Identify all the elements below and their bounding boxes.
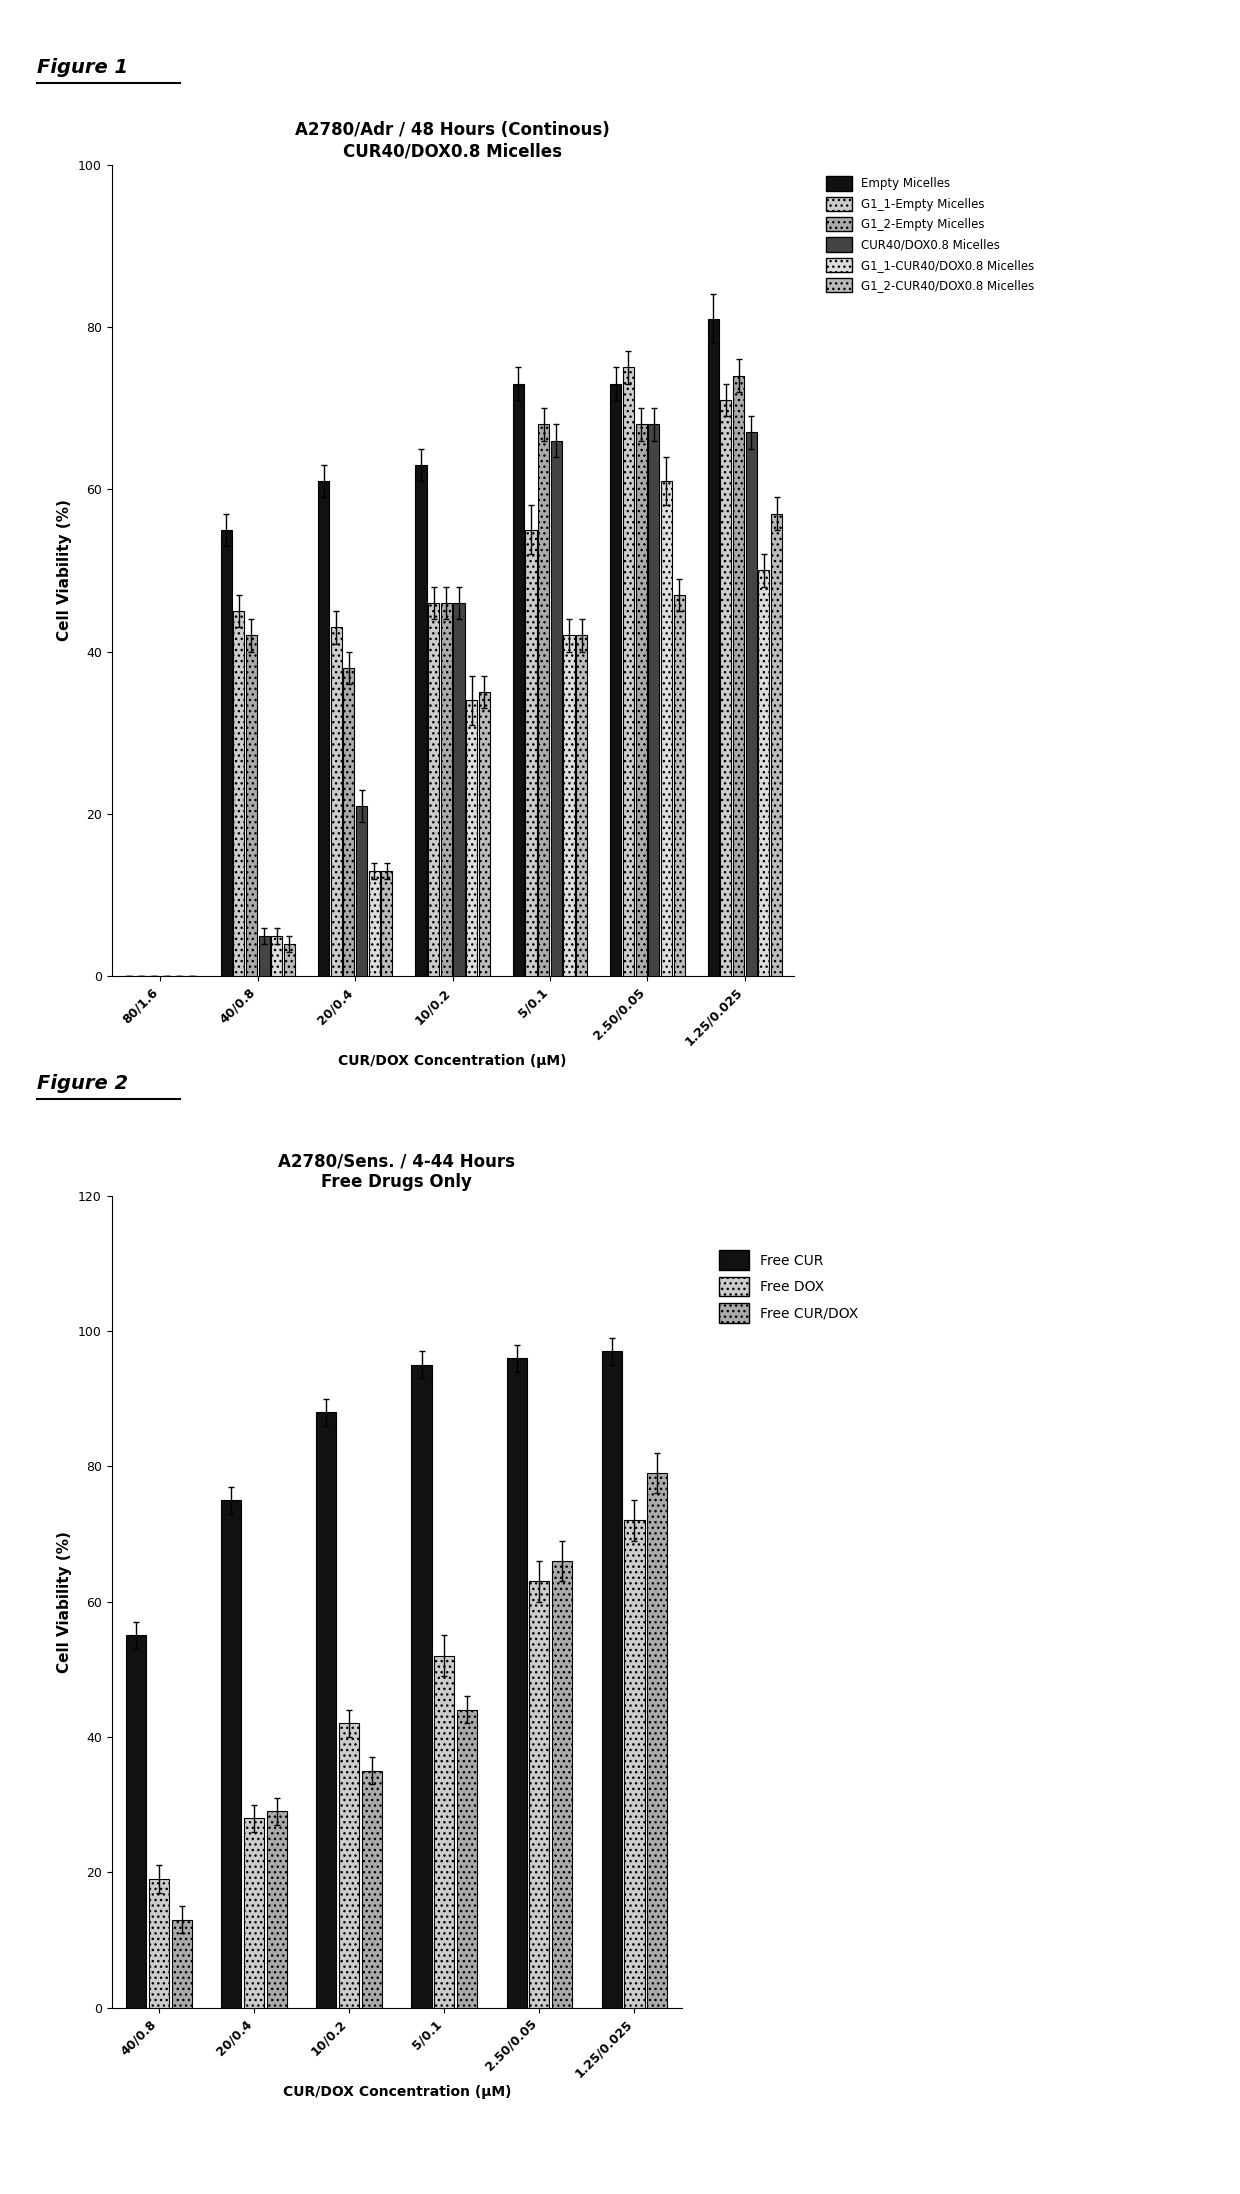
Bar	[552, 1562, 572, 2008]
Bar	[356, 805, 367, 976]
Bar	[244, 1819, 264, 2008]
Bar	[673, 595, 684, 976]
Bar	[267, 1812, 286, 2008]
Bar	[577, 636, 588, 976]
Bar	[661, 480, 672, 976]
Bar	[720, 399, 732, 976]
Title: A2780/Sens. / 4-44 Hours
Free Drugs Only: A2780/Sens. / 4-44 Hours Free Drugs Only	[278, 1152, 516, 1191]
Bar	[331, 627, 342, 976]
Bar	[610, 384, 621, 976]
Bar	[368, 871, 379, 976]
Bar	[246, 636, 257, 976]
Y-axis label: Cell Viability (%): Cell Viability (%)	[57, 500, 72, 641]
Bar	[222, 1501, 242, 2008]
Bar	[415, 465, 427, 976]
Bar	[381, 871, 392, 976]
Bar	[551, 441, 562, 976]
Bar	[126, 1635, 146, 2008]
Y-axis label: Cell Viability (%): Cell Viability (%)	[57, 1531, 72, 1672]
Bar	[316, 1413, 336, 2008]
Legend: Empty Micelles, G1_1-Empty Micelles, G1_2-Empty Micelles, CUR40/DOX0.8 Micelles,: Empty Micelles, G1_1-Empty Micelles, G1_…	[820, 171, 1040, 298]
Bar	[466, 700, 477, 976]
Bar	[513, 384, 525, 976]
X-axis label: CUR/DOX Concentration (μM): CUR/DOX Concentration (μM)	[339, 1053, 567, 1068]
Bar	[649, 423, 660, 976]
Bar	[636, 423, 647, 976]
Title: A2780/Adr / 48 Hours (Continous)
CUR40/DOX0.8 Micelles: A2780/Adr / 48 Hours (Continous) CUR40/D…	[295, 121, 610, 160]
Bar	[622, 366, 634, 976]
Bar	[221, 531, 232, 976]
Bar	[272, 935, 283, 976]
Bar	[625, 1520, 645, 2008]
Bar	[563, 636, 574, 976]
Bar	[529, 1582, 549, 2008]
Bar	[759, 570, 770, 976]
Bar	[538, 423, 549, 976]
Bar	[434, 1656, 454, 2008]
Bar	[771, 513, 782, 976]
Bar	[708, 318, 719, 976]
Bar	[507, 1358, 527, 2008]
Bar	[258, 935, 269, 976]
Bar	[454, 603, 465, 976]
Bar	[526, 531, 537, 976]
Bar	[340, 1724, 360, 2008]
Bar	[479, 693, 490, 976]
Bar	[440, 603, 451, 976]
X-axis label: CUR/DOX Concentration (μM): CUR/DOX Concentration (μM)	[283, 2084, 511, 2100]
Bar	[343, 667, 355, 976]
Bar	[647, 1472, 667, 2008]
Bar	[601, 1352, 621, 2008]
Bar	[284, 943, 295, 976]
Bar	[745, 432, 756, 976]
Text: Figure 1: Figure 1	[37, 57, 128, 77]
Legend: Free CUR, Free DOX, Free CUR/DOX: Free CUR, Free DOX, Free CUR/DOX	[712, 1244, 866, 1330]
Bar	[233, 610, 244, 976]
Bar	[362, 1771, 382, 2008]
Bar	[428, 603, 439, 976]
Bar	[149, 1878, 169, 2008]
Bar	[458, 1709, 477, 2008]
Bar	[317, 480, 329, 976]
Text: Figure 2: Figure 2	[37, 1073, 128, 1093]
Bar	[733, 375, 744, 976]
Bar	[412, 1365, 432, 2008]
Bar	[172, 1920, 192, 2008]
